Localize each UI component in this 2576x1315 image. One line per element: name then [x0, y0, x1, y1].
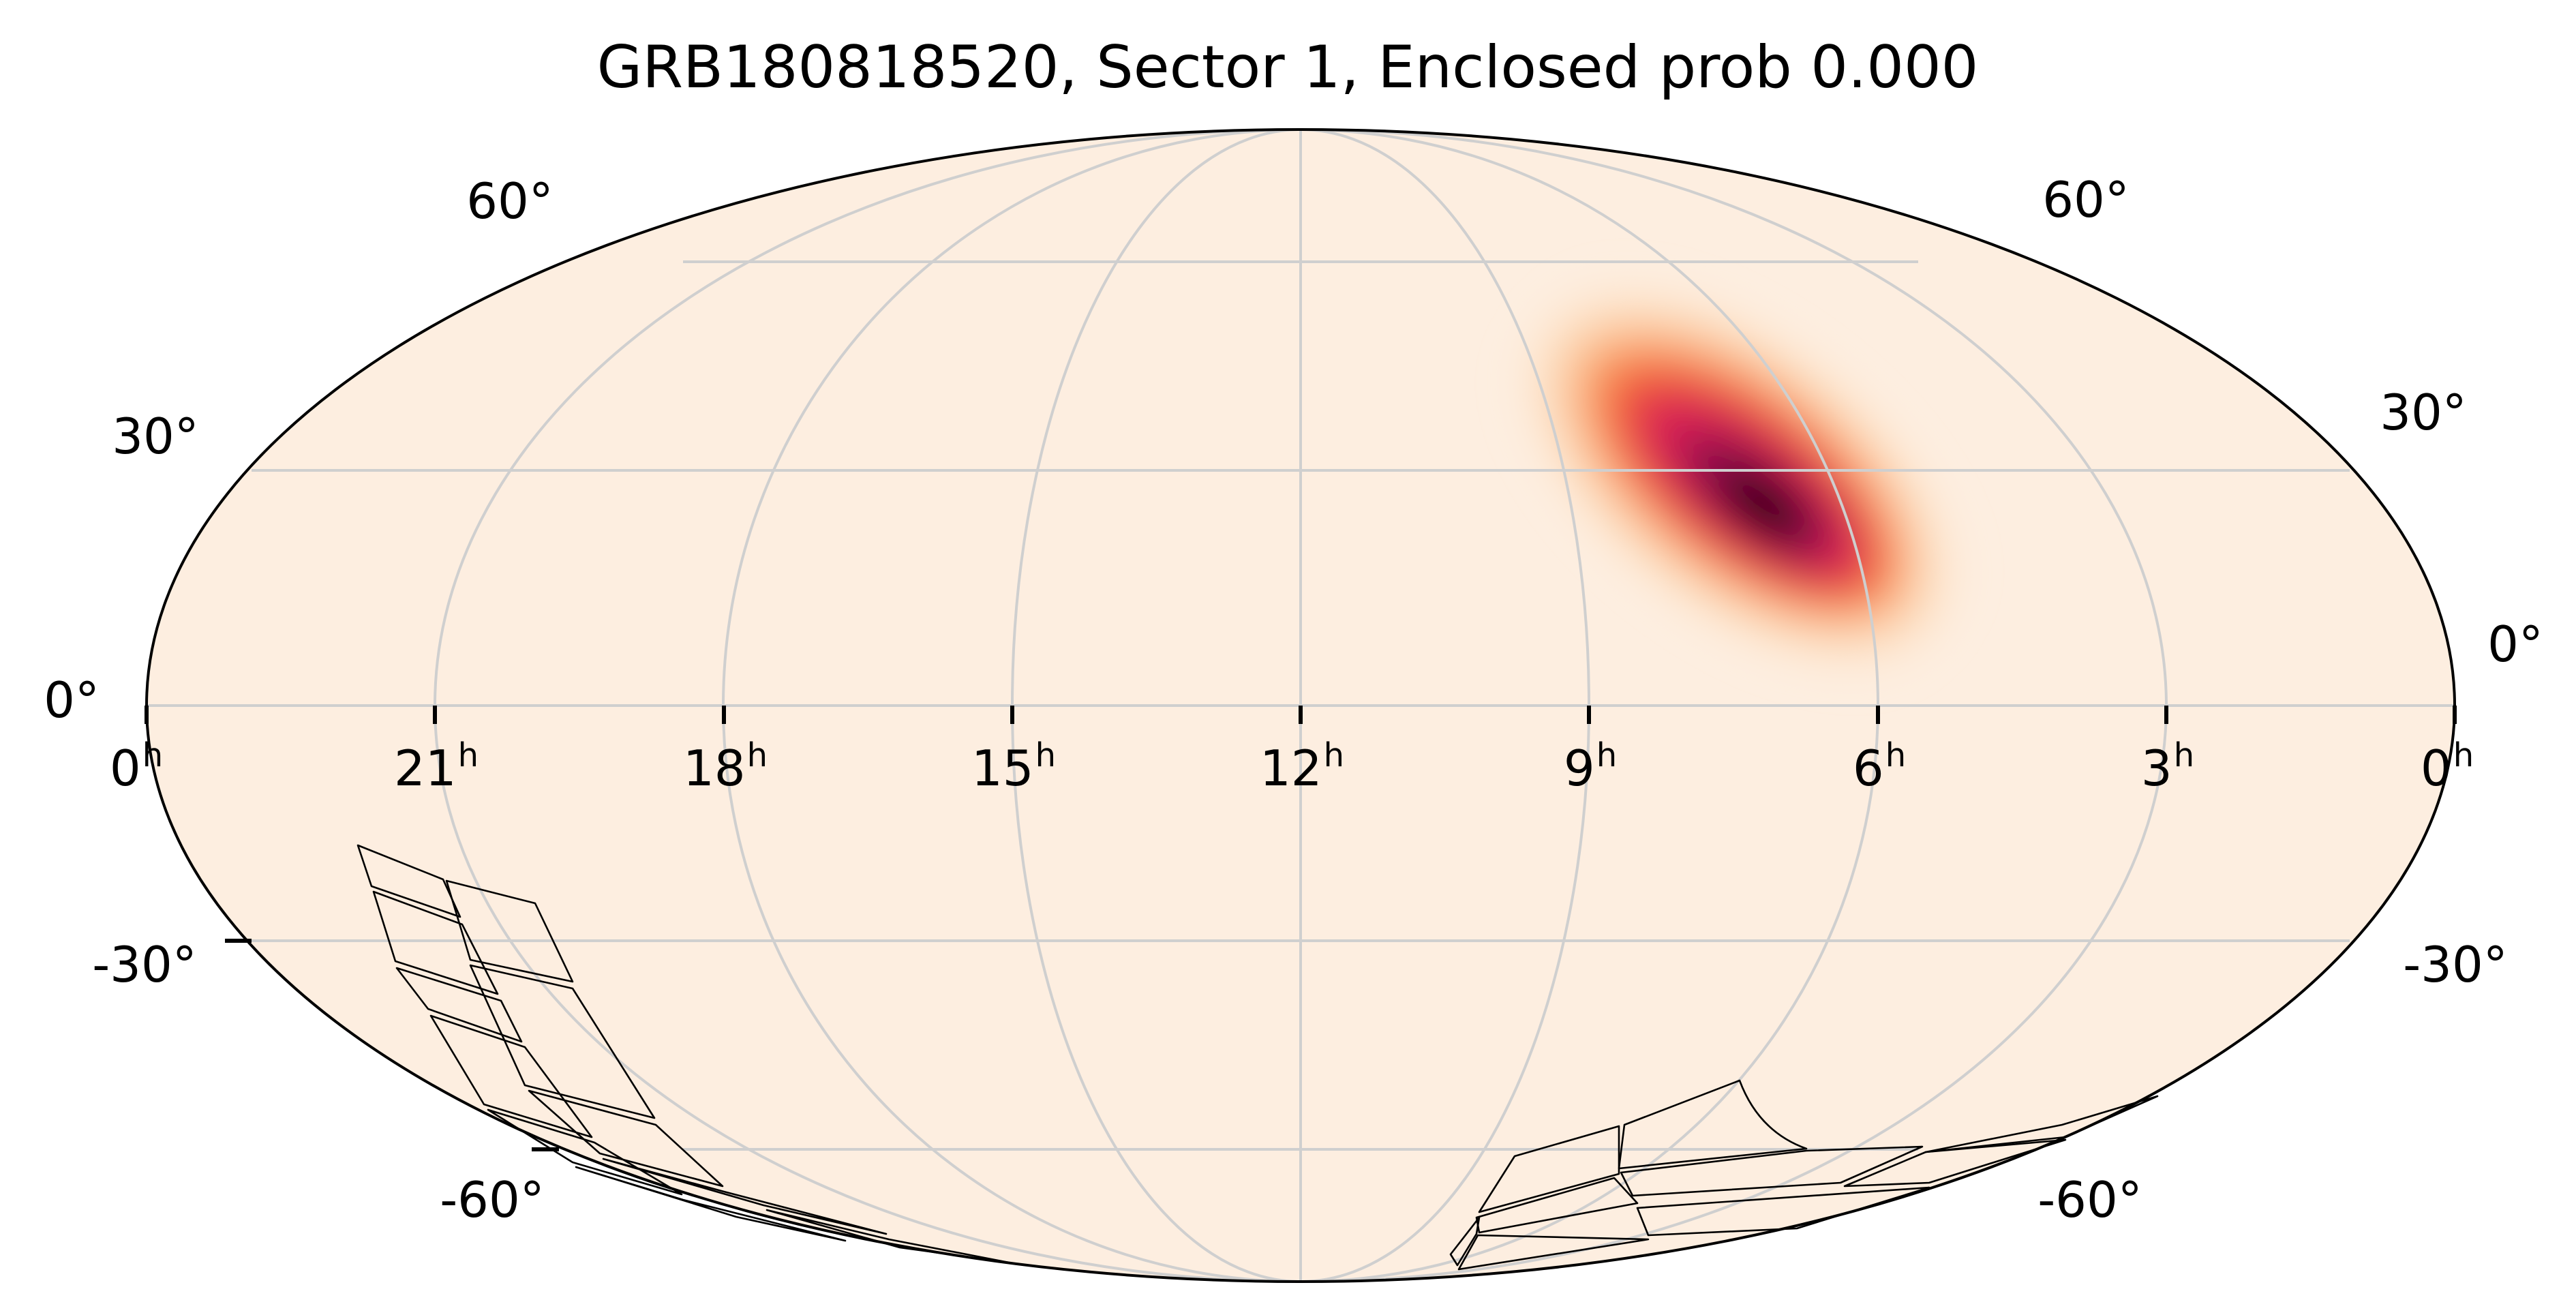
ra-tick-label-3h: 3h — [2141, 736, 2194, 797]
dec-tick-label-left-minus-60: -60° — [440, 1171, 545, 1228]
ra-tick-labels: 0h 21h 18h 15h 12h 9h 6h 3h 0h — [110, 736, 2474, 797]
ra-tick-label-0h-left: 0h — [110, 736, 163, 797]
sector-tile — [429, 1014, 593, 1138]
ra-axis-ticks — [145, 706, 2457, 724]
dec-tick-label-right-0: 0° — [2487, 616, 2543, 673]
ra-tick-label-21h: 21h — [394, 736, 479, 797]
sector-tile — [469, 964, 656, 1119]
sector-camera-tiles-right — [1449, 1079, 2159, 1271]
sector-tile — [1620, 1145, 1924, 1197]
sector-tile — [1618, 1079, 1808, 1170]
dec-tick-label-left-minus-30: -30° — [92, 936, 197, 993]
dec-tick-label-left-0: 0° — [44, 671, 100, 729]
dec-axis-ticks — [225, 939, 559, 1151]
dec-tick-label-right-minus-30: -30° — [2403, 936, 2508, 993]
sector-tile — [1457, 1234, 1650, 1271]
sector-tile — [487, 1108, 683, 1196]
sector-tile — [1475, 1177, 1639, 1234]
dec-tick-label-left-60: 60° — [466, 172, 554, 230]
sector-camera-tiles-left — [357, 844, 1010, 1264]
sector-tile — [395, 967, 523, 1043]
ra-tick-label-6h: 6h — [1853, 736, 1906, 797]
dec-tick-label-left-30: 30° — [112, 408, 199, 465]
dec-tick-label-right-minus-60: -60° — [2037, 1171, 2142, 1228]
sector-tile — [1478, 1125, 1620, 1213]
sector-tile — [1449, 1216, 1481, 1267]
sector-tile — [1843, 1138, 2067, 1188]
sector-tile — [575, 1166, 847, 1242]
dec-tick-labels-left: 60° 30° 0° -30° -60° — [44, 172, 554, 1228]
plot-title: GRB180818520, Sector 1, Enclosed prob 0.… — [597, 33, 1979, 102]
dec-tick-label-right-60: 60° — [2042, 171, 2130, 228]
ra-tick-label-15h: 15h — [971, 736, 1056, 797]
ra-tick-label-12h: 12h — [1260, 736, 1344, 797]
sector-tile — [357, 844, 461, 918]
probability-map — [1529, 293, 1950, 661]
dec-tick-label-right-30: 30° — [2380, 384, 2467, 441]
ra-tick-label-18h: 18h — [683, 736, 768, 797]
sector-tile — [602, 1158, 888, 1235]
ra-tick-label-0h-right: 0h — [2421, 736, 2474, 797]
sector-tile — [528, 1089, 724, 1188]
sector-tile — [445, 879, 574, 983]
probability-heat-blob — [1529, 293, 1950, 661]
ra-tick-label-9h: 9h — [1564, 736, 1617, 797]
sector-tile — [1636, 1186, 1930, 1237]
map-area — [145, 128, 2457, 1283]
sector-tile — [1924, 1095, 2159, 1153]
sector-tile — [372, 890, 499, 995]
dec-tick-labels-right: 60° 30° 0° -30° -60° — [2037, 171, 2543, 1228]
